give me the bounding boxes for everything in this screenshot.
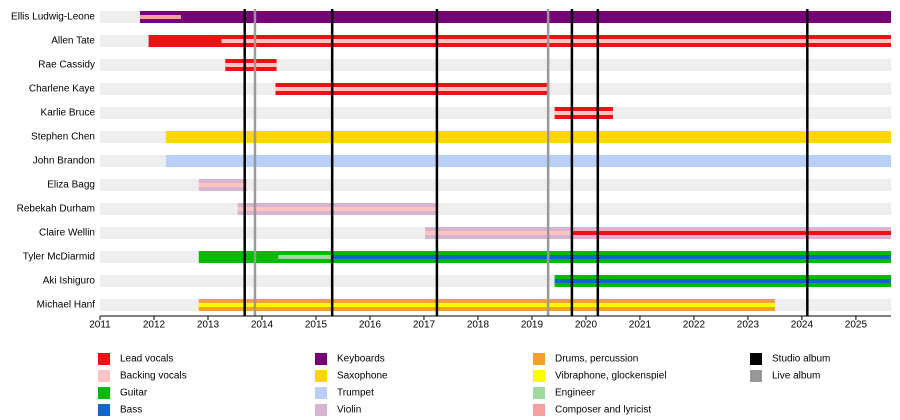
role-stripe: [139, 15, 181, 19]
legend-swatch: [98, 353, 110, 365]
member-label: Rebekah Durham: [17, 204, 95, 215]
role-stripe: [237, 207, 438, 211]
role-bar: [139, 11, 891, 23]
x-tick-label: 2018: [467, 320, 490, 331]
legend-label: Vibraphone, glockenspiel: [555, 371, 667, 382]
legend-label: Drums, percussion: [555, 354, 638, 365]
legend-swatch: [315, 387, 327, 399]
legend-label: Trumpet: [337, 388, 374, 399]
x-tick-label: 2021: [629, 320, 652, 331]
legend-swatch: [750, 353, 762, 365]
legend-label: Lead vocals: [120, 354, 173, 365]
x-tick-label: 2022: [683, 320, 706, 331]
member-label: Aki Ishiguro: [43, 276, 96, 287]
x-tick-label: 2023: [737, 320, 760, 331]
legend-swatch: [533, 387, 545, 399]
legend-label: Live album: [772, 371, 820, 382]
role-bar: [165, 155, 891, 167]
role-stripe: [198, 303, 775, 307]
x-tick-label: 2015: [305, 320, 328, 331]
member-label: Stephen Chen: [31, 132, 95, 143]
role-stripe: [425, 231, 572, 235]
role-stripe: [554, 279, 891, 283]
role-stripe: [275, 87, 550, 91]
role-stripe: [571, 231, 891, 235]
x-tick-label: 2025: [845, 320, 868, 331]
member-label: Karlie Bruce: [41, 108, 96, 119]
legend-label: Saxophone: [337, 371, 388, 382]
x-tick-label: 2024: [791, 320, 814, 331]
x-tick-label: 2014: [251, 320, 274, 331]
legend-swatch: [315, 404, 327, 416]
member-label: Ellis Ludwig-Leone: [11, 12, 95, 23]
legend-swatch: [315, 370, 327, 382]
role-stripe: [278, 255, 333, 259]
row-band: [100, 59, 891, 71]
member-label: Michael Hanf: [37, 300, 96, 311]
member-label: Rae Cassidy: [38, 60, 95, 71]
x-tick-label: 2012: [143, 320, 166, 331]
role-bar: [165, 131, 891, 143]
role-stripe: [225, 63, 277, 67]
legend-swatch: [533, 370, 545, 382]
legend-swatch: [750, 370, 762, 382]
legend-label: Studio album: [772, 354, 830, 365]
legend-label: Engineer: [555, 388, 596, 399]
member-label: Claire Wellin: [39, 228, 95, 239]
x-tick-label: 2011: [89, 320, 111, 331]
row-band: [100, 203, 891, 215]
member-label: Tyler McDiarmid: [23, 252, 95, 263]
legend-swatch: [98, 387, 110, 399]
member-label: Charlene Kaye: [29, 84, 96, 95]
x-tick-label: 2019: [521, 320, 544, 331]
role-stripe: [554, 111, 613, 115]
x-tick-label: 2017: [413, 320, 436, 331]
role-stripe: [198, 183, 247, 187]
x-tick-label: 2013: [197, 320, 220, 331]
row-band: [100, 179, 891, 191]
legend-swatch: [533, 404, 545, 416]
legend-swatch: [98, 404, 110, 416]
legend-swatch: [315, 353, 327, 365]
member-label: John Brandon: [33, 156, 95, 167]
x-tick-label: 2020: [575, 320, 598, 331]
x-tick-label: 2016: [359, 320, 382, 331]
legend-swatch: [533, 353, 545, 365]
legend-label: Backing vocals: [120, 371, 187, 382]
legend-label: Violin: [337, 405, 361, 416]
role-stripe: [332, 255, 891, 259]
legend-label: Guitar: [120, 388, 148, 399]
legend-label: Bass: [120, 405, 142, 416]
row-band: [100, 107, 891, 119]
member-label: Allen Tate: [51, 36, 95, 47]
legend-swatch: [98, 370, 110, 382]
legend-label: Keyboards: [337, 354, 385, 365]
role-stripe: [221, 39, 892, 43]
member-label: Eliza Bagg: [47, 180, 95, 191]
legend-label: Composer and lyricist: [555, 405, 651, 416]
